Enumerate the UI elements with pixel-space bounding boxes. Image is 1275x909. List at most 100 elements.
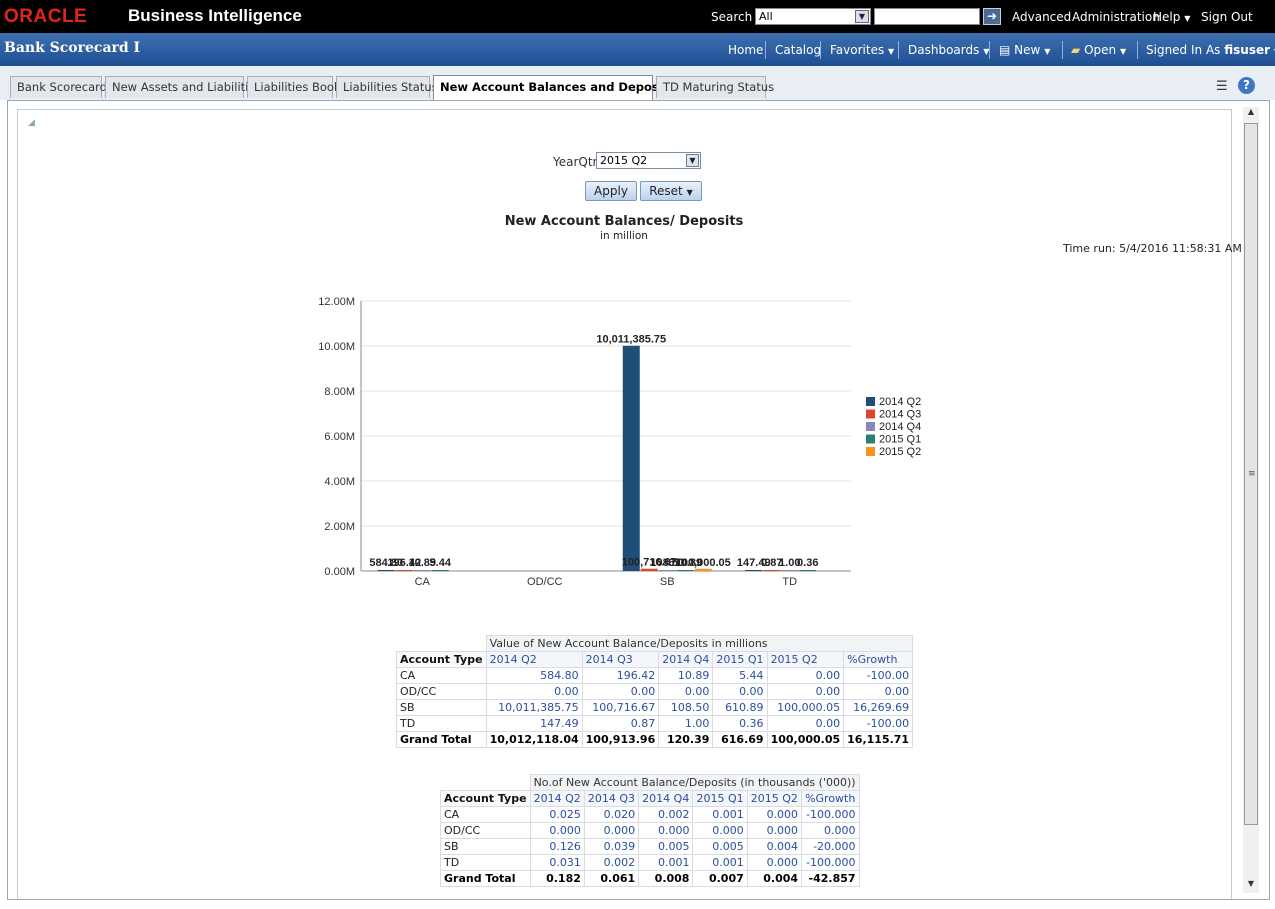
- cell[interactable]: 0.025: [529, 806, 585, 823]
- cell[interactable]: 16,269.69: [843, 699, 914, 716]
- table2-col[interactable]: 2014 Q4: [638, 790, 694, 807]
- data-label: 100,000.05: [676, 557, 731, 569]
- y-tick-label: 6.00M: [324, 431, 355, 443]
- cell[interactable]: 0.00: [658, 683, 714, 700]
- table1-col[interactable]: 2015 Q2: [766, 651, 845, 668]
- table1-col[interactable]: 2014 Q3: [581, 651, 660, 668]
- chevron-down-icon: ▼: [983, 47, 990, 56]
- chevron-down-icon[interactable]: ▼: [686, 154, 699, 167]
- administration-link[interactable]: Administration: [1072, 10, 1160, 24]
- cell[interactable]: -100.000: [801, 854, 860, 871]
- tab-bank-scorecard[interactable]: Bank Scorecard: [10, 76, 107, 98]
- cell[interactable]: 0.87: [581, 715, 660, 732]
- tab-liabilities-book[interactable]: Liabilities Book: [247, 76, 341, 98]
- catalog-link[interactable]: Catalog: [775, 43, 822, 57]
- home-link[interactable]: Home: [728, 43, 764, 57]
- table2-col[interactable]: %Growth: [801, 790, 860, 807]
- scroll-thumb[interactable]: ≡: [1244, 123, 1258, 825]
- bar: [413, 570, 431, 571]
- advanced-link[interactable]: Advanced: [1012, 10, 1072, 24]
- tab-td-maturing-status[interactable]: TD Maturing Status: [656, 76, 774, 98]
- cell[interactable]: 0.000: [692, 822, 748, 839]
- cell[interactable]: 0.005: [638, 838, 694, 855]
- help-menu[interactable]: Help ▼: [1153, 10, 1190, 24]
- collapse-section-icon[interactable]: ◢: [28, 118, 35, 128]
- cell[interactable]: 100,716.67: [581, 699, 660, 716]
- cell[interactable]: 0.001: [692, 806, 748, 823]
- page-options-icon[interactable]: ☰: [1216, 79, 1228, 94]
- cell[interactable]: -100.00: [843, 715, 914, 732]
- yearqtr-select[interactable]: 2015 Q2 ▼: [596, 152, 701, 169]
- cell[interactable]: 0.002: [583, 854, 640, 871]
- cell[interactable]: 10.89: [658, 667, 714, 684]
- cell[interactable]: 0.000: [746, 854, 803, 871]
- cell[interactable]: 0.005: [692, 838, 748, 855]
- table1-col[interactable]: 2015 Q1: [712, 651, 768, 668]
- cell[interactable]: 5.44: [712, 667, 768, 684]
- signed-in-menu[interactable]: Signed In As fisuser ▼: [1146, 43, 1275, 57]
- cell[interactable]: 610.89: [712, 699, 768, 716]
- cell[interactable]: 0.020: [583, 806, 640, 823]
- cell[interactable]: 0.00: [712, 683, 768, 700]
- chevron-down-icon[interactable]: ▼: [855, 10, 869, 23]
- help-icon[interactable]: ?: [1238, 77, 1255, 94]
- top-bar: ORACLE Business Intelligence Search All …: [0, 0, 1275, 33]
- vertical-scrollbar[interactable]: ▲ ≡ ▼: [1243, 107, 1259, 893]
- table2-col[interactable]: 2014 Q3: [583, 790, 640, 807]
- cell[interactable]: 0.000: [529, 822, 585, 839]
- table2-col[interactable]: 2015 Q2: [746, 790, 803, 807]
- dashboards-menu[interactable]: Dashboards ▼: [908, 43, 989, 57]
- tab-new-account-balances[interactable]: New Account Balances and Deposits: [433, 75, 675, 100]
- cell[interactable]: 0.004: [746, 838, 803, 855]
- cell[interactable]: 584.80: [485, 667, 583, 684]
- open-menu[interactable]: ▰ Open ▼: [1071, 43, 1126, 57]
- sign-out-link[interactable]: Sign Out: [1201, 10, 1253, 24]
- cell[interactable]: 0.000: [746, 806, 803, 823]
- cell[interactable]: 0.000: [746, 822, 803, 839]
- table1-col[interactable]: 2014 Q4: [658, 651, 714, 668]
- cell[interactable]: 0.36: [712, 715, 768, 732]
- new-menu[interactable]: ▤ New ▼: [999, 43, 1050, 57]
- search-go-icon[interactable]: ➜: [983, 8, 1001, 25]
- table-row: TD 0.031 0.002 0.001 0.001 0.000 -100.00…: [440, 854, 860, 871]
- tab-new-assets-liabilities[interactable]: New Assets and Liabilities: [105, 76, 261, 98]
- scroll-down-icon[interactable]: ▼: [1247, 879, 1255, 888]
- cell[interactable]: 147.49: [485, 715, 583, 732]
- cell[interactable]: 0.031: [529, 854, 585, 871]
- scroll-up-icon[interactable]: ▲: [1247, 107, 1255, 116]
- search-scope-select[interactable]: All ▼: [755, 8, 871, 25]
- favorites-menu[interactable]: Favorites ▼: [830, 43, 894, 57]
- table2-col[interactable]: 2015 Q1: [692, 790, 748, 807]
- cell[interactable]: 0.00: [843, 683, 914, 700]
- cell[interactable]: 1.00: [658, 715, 714, 732]
- product-title: Business Intelligence: [128, 6, 302, 25]
- cell[interactable]: 0.039: [583, 838, 640, 855]
- cell[interactable]: 0.001: [638, 854, 694, 871]
- cell[interactable]: 100,000.05: [766, 699, 845, 716]
- cell[interactable]: 0.00: [766, 715, 845, 732]
- cell[interactable]: 0.00: [766, 667, 845, 684]
- cell[interactable]: 0.126: [529, 838, 585, 855]
- cell[interactable]: -20.000: [801, 838, 860, 855]
- cell[interactable]: 10,011,385.75: [485, 699, 583, 716]
- cell[interactable]: 196.42: [581, 667, 660, 684]
- cell[interactable]: 0.000: [801, 822, 860, 839]
- cell[interactable]: 0.000: [583, 822, 640, 839]
- reset-button[interactable]: Reset ▼: [640, 181, 702, 201]
- cell[interactable]: 0.001: [692, 854, 748, 871]
- apply-button[interactable]: Apply: [585, 181, 637, 201]
- search-input[interactable]: [874, 8, 980, 25]
- cell[interactable]: 0.00: [766, 683, 845, 700]
- cell[interactable]: -100.00: [843, 667, 914, 684]
- chart-title: New Account Balances/ Deposits: [504, 214, 744, 229]
- cell[interactable]: 0.000: [638, 822, 694, 839]
- cell[interactable]: 0.002: [638, 806, 694, 823]
- table1-col[interactable]: %Growth: [843, 651, 914, 668]
- table1-col[interactable]: 2014 Q2: [485, 651, 583, 668]
- cell[interactable]: 0.00: [581, 683, 660, 700]
- cell[interactable]: 108.50: [658, 699, 714, 716]
- tab-liabilities-status[interactable]: Liabilities Status: [336, 76, 438, 98]
- cell[interactable]: 0.00: [485, 683, 583, 700]
- table2-col[interactable]: 2014 Q2: [529, 790, 585, 807]
- cell[interactable]: -100.000: [801, 806, 860, 823]
